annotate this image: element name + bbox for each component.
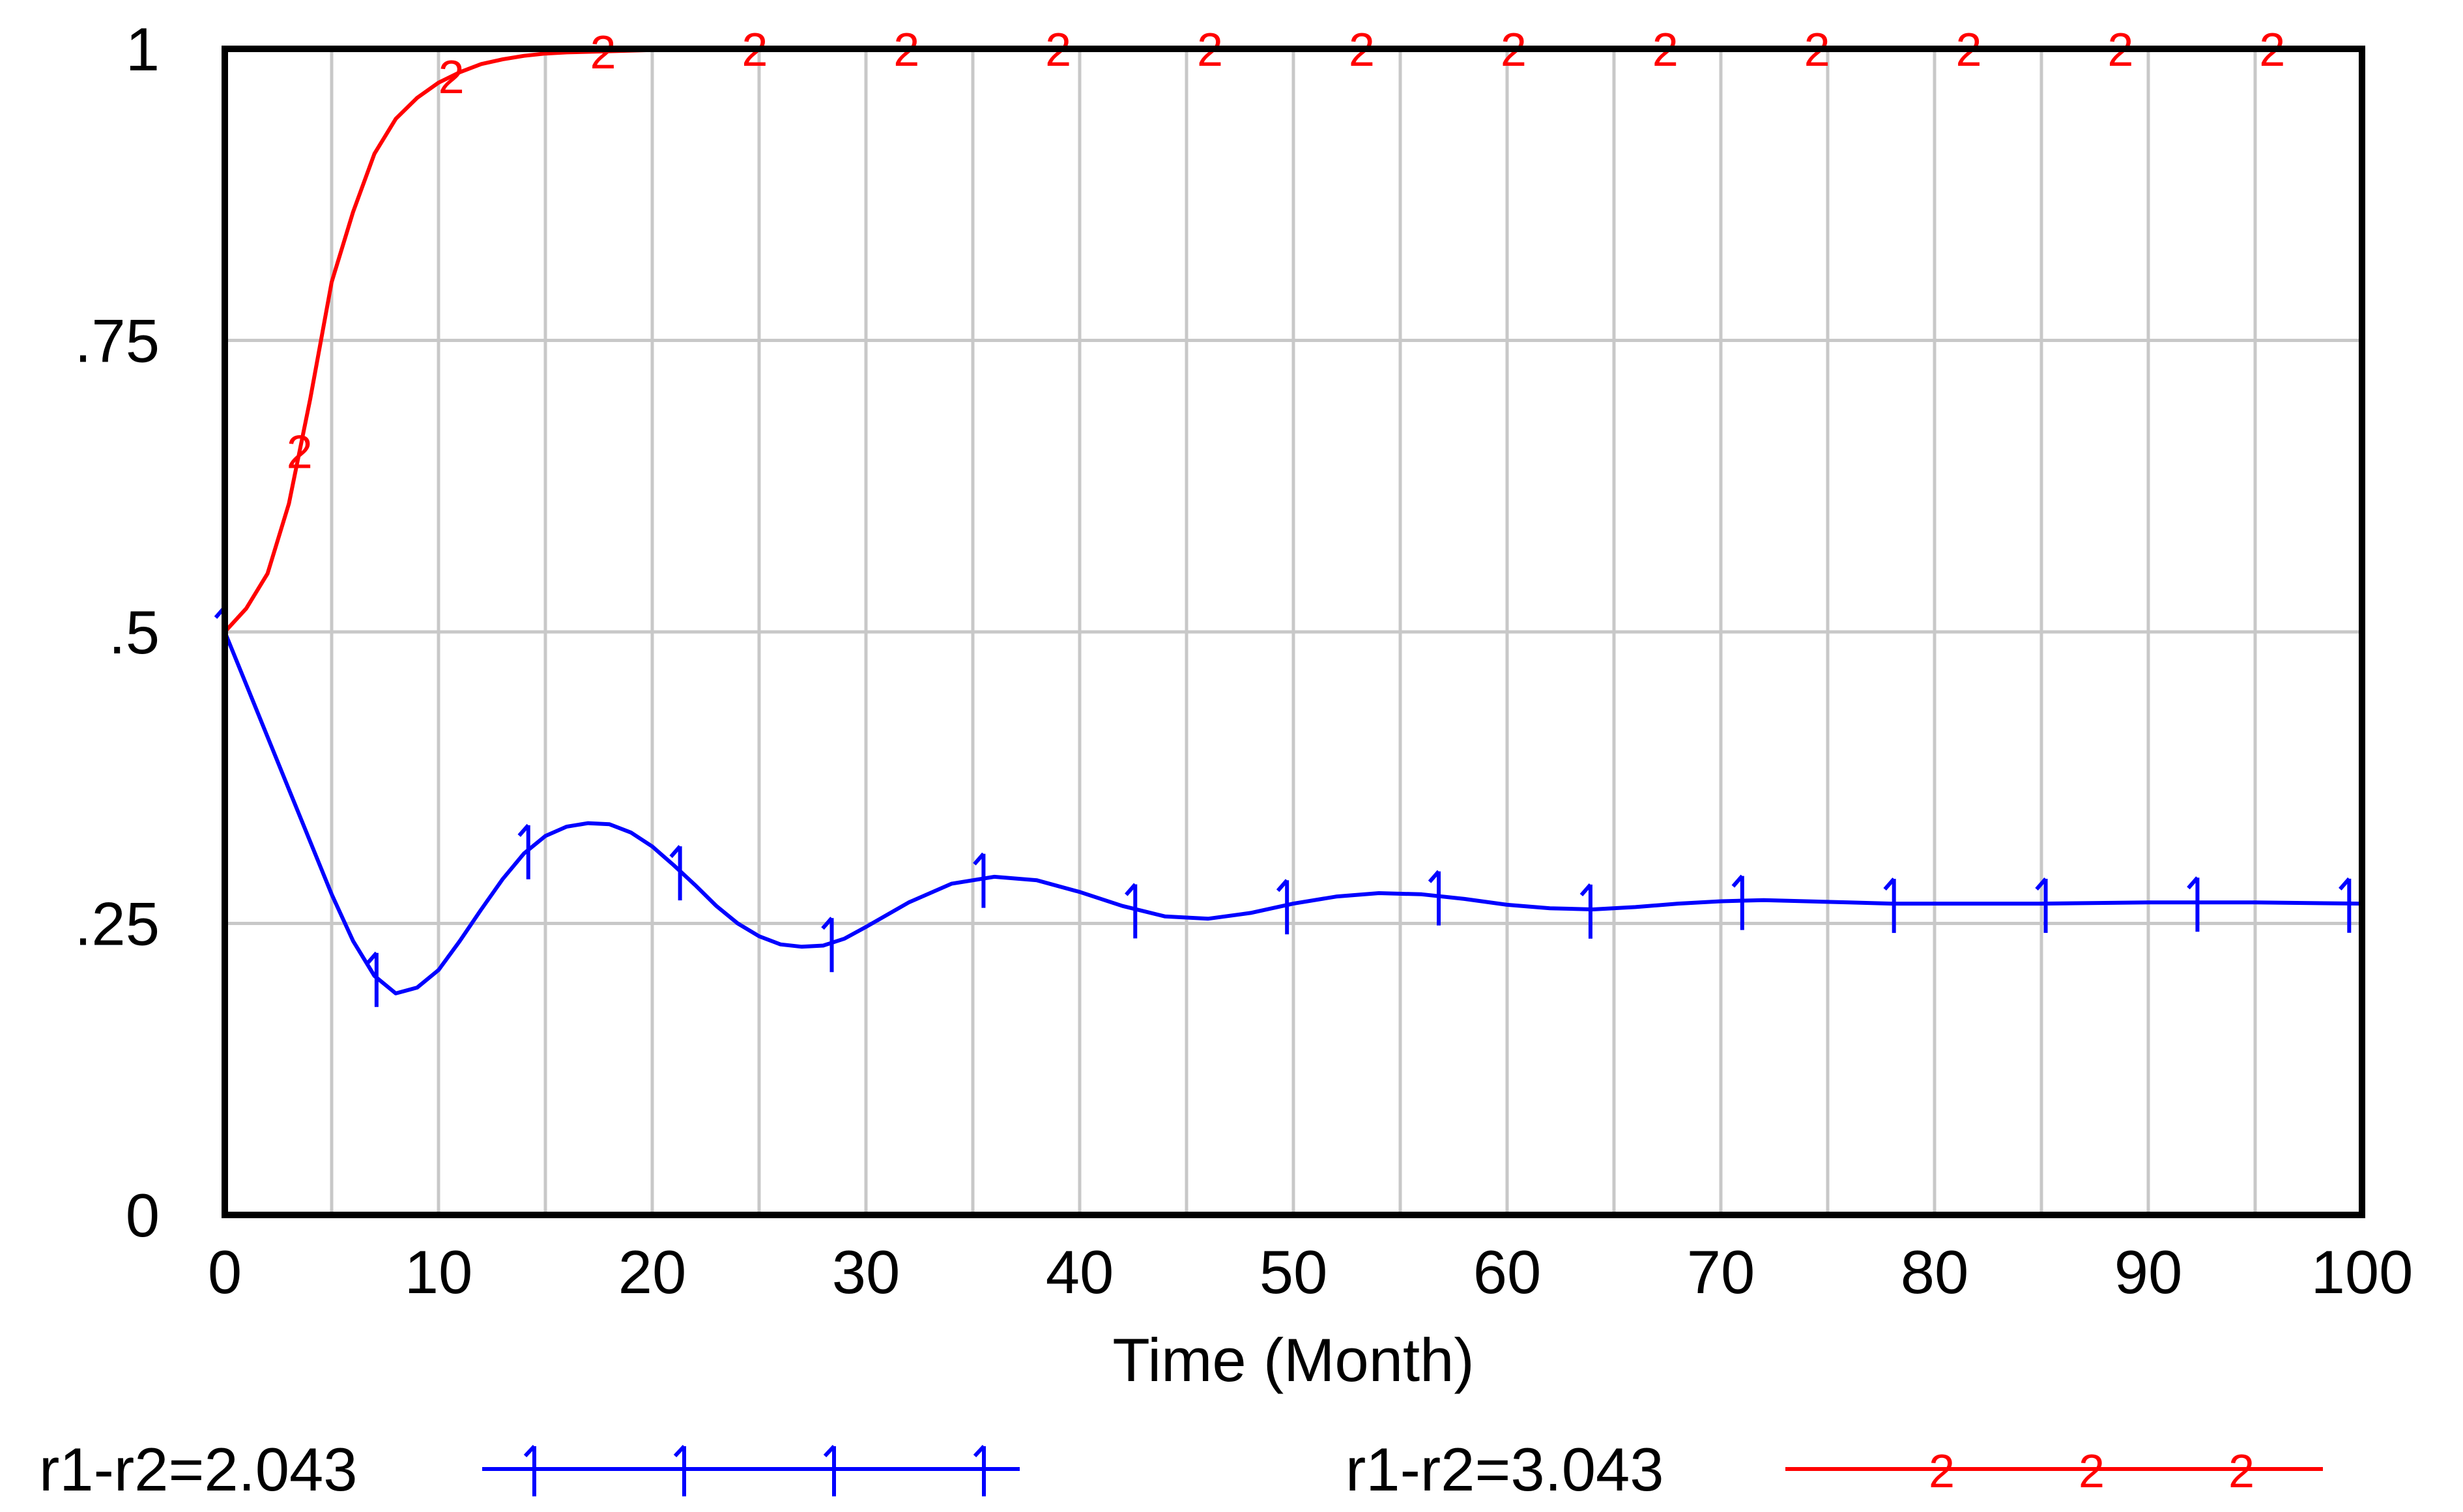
x-tick-label: 90 — [2114, 1238, 2183, 1306]
series-marker-flag — [1883, 877, 1895, 891]
x-tick-label: 20 — [618, 1238, 687, 1306]
series-marker-flag — [821, 917, 833, 930]
y-tick-labels: 0 .25 .5 .75 1 — [74, 15, 160, 1249]
series-marker: 2 — [439, 51, 465, 104]
series-marker-flag — [1125, 883, 1137, 896]
legend-marker: 2 — [1929, 1446, 1955, 1498]
legend-marker: 2 — [2228, 1446, 2254, 1498]
x-tick-label: 0 — [208, 1238, 242, 1306]
series-marker-flag — [2339, 877, 2351, 891]
series-marker-flag — [517, 823, 530, 837]
x-tick-label: 30 — [832, 1238, 900, 1306]
plot-frame — [222, 46, 2365, 1218]
legend-label: r1-r2=2.043 — [39, 1435, 358, 1504]
x-tick-label: 60 — [1473, 1238, 1542, 1306]
legend-item: r1-r2=3.043 2 2 2 — [1346, 1435, 2323, 1504]
x-axis-title: Time (Month) — [1112, 1326, 1474, 1394]
x-tick-label: 80 — [1901, 1238, 1969, 1306]
series-marker-flag — [669, 845, 682, 859]
legend-marker-flag — [973, 1444, 986, 1458]
legend-marker-flag — [823, 1444, 836, 1458]
series-marker-flag — [1428, 870, 1441, 883]
series-marker-flag — [2035, 877, 2047, 891]
y-tick-label: .5 — [109, 598, 160, 666]
series-1 — [214, 606, 2363, 1007]
x-tick-label: 70 — [1687, 1238, 1755, 1306]
grid-lines — [225, 49, 2362, 1215]
legend-item: r1-r2=2.043 — [39, 1435, 1020, 1504]
series-marker-flag — [2187, 876, 2199, 890]
x-tick-label: 10 — [405, 1238, 473, 1306]
y-tick-label: 0 — [126, 1181, 160, 1249]
x-tick-labels: 0 10 20 30 40 50 60 70 80 90 100 — [208, 1238, 2413, 1306]
y-tick-label: .25 — [74, 890, 160, 958]
series-marker-flag — [366, 951, 379, 965]
series-marker-flag — [1276, 879, 1289, 892]
legend-marker: 2 — [2079, 1446, 2105, 1498]
series-marker: 2 — [590, 27, 616, 79]
series-marker-flag — [1731, 874, 1744, 888]
legend-marker-flag — [673, 1444, 686, 1458]
legend-marker-flag — [523, 1444, 536, 1458]
x-tick-label: 100 — [2311, 1238, 2413, 1306]
legend: r1-r2=2.043 r1-r2=3.043 2 2 2 — [39, 1435, 2323, 1504]
series-marker: 2 — [287, 427, 313, 479]
y-tick-label: .75 — [74, 307, 160, 375]
y-tick-label: 1 — [126, 15, 160, 83]
series-line — [223, 631, 2363, 995]
x-tick-label: 50 — [1260, 1238, 1328, 1306]
legend-label: r1-r2=3.043 — [1346, 1435, 1664, 1504]
x-tick-label: 40 — [1046, 1238, 1114, 1306]
series-marker-flag — [973, 852, 985, 866]
series-marker-flag — [1579, 883, 1592, 896]
